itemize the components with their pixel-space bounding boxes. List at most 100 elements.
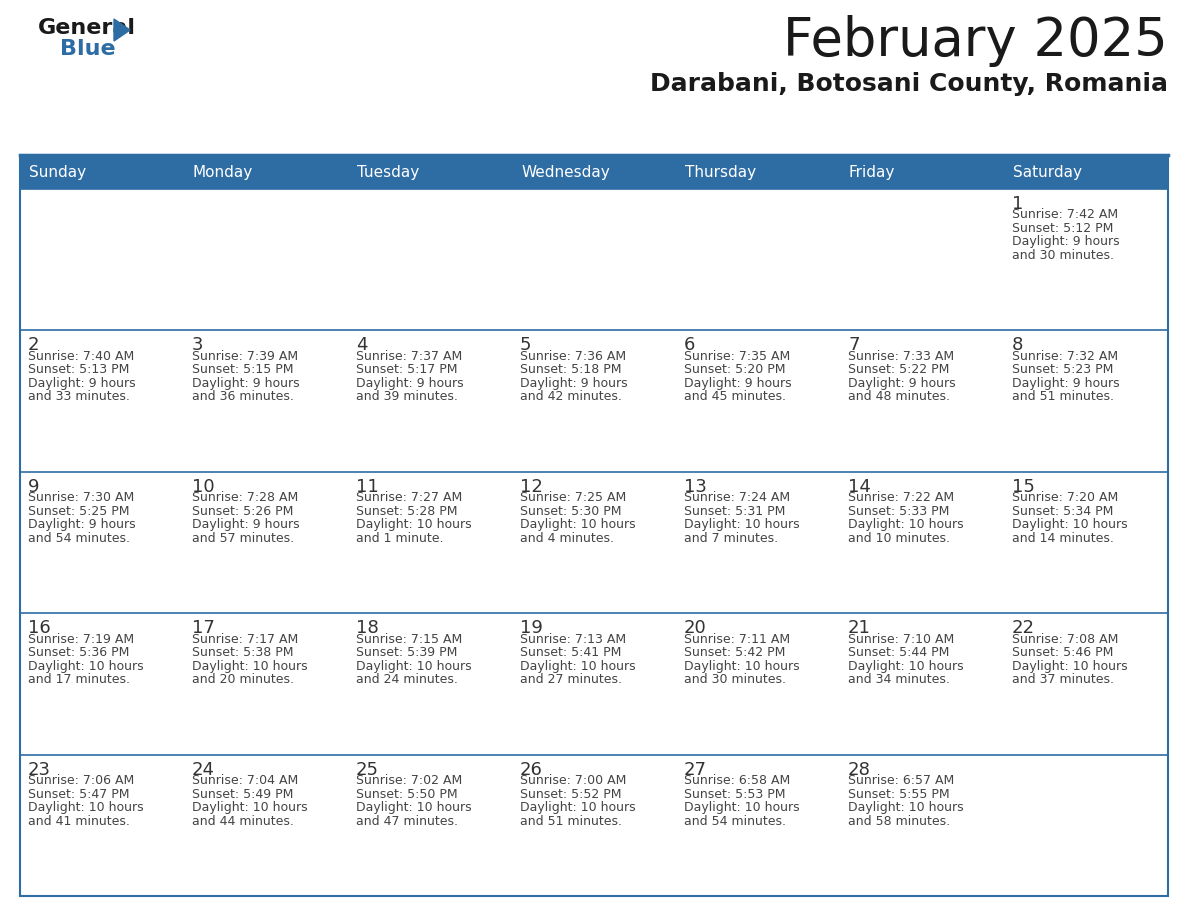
- Text: 19: 19: [520, 620, 543, 637]
- Text: Daylight: 9 hours: Daylight: 9 hours: [848, 377, 955, 390]
- Bar: [184, 472, 348, 613]
- Text: 11: 11: [356, 477, 379, 496]
- Text: Tuesday: Tuesday: [358, 164, 419, 180]
- Bar: [676, 472, 840, 613]
- Text: Sunrise: 7:10 AM: Sunrise: 7:10 AM: [848, 633, 954, 645]
- Text: Wednesday: Wednesday: [522, 164, 609, 180]
- Text: and 24 minutes.: and 24 minutes.: [356, 673, 457, 686]
- Bar: [20, 472, 184, 613]
- Bar: [1004, 472, 1168, 613]
- Text: 23: 23: [29, 761, 51, 778]
- Text: Daylight: 9 hours: Daylight: 9 hours: [192, 377, 299, 390]
- Bar: [840, 330, 1004, 472]
- Text: 22: 22: [1012, 620, 1035, 637]
- Text: Daylight: 9 hours: Daylight: 9 hours: [29, 519, 135, 532]
- Text: Sunrise: 7:20 AM: Sunrise: 7:20 AM: [1012, 491, 1118, 504]
- Text: Daylight: 10 hours: Daylight: 10 hours: [684, 660, 800, 673]
- Text: Sunset: 5:52 PM: Sunset: 5:52 PM: [520, 788, 621, 800]
- Text: and 30 minutes.: and 30 minutes.: [684, 673, 786, 686]
- Bar: [348, 472, 512, 613]
- Text: Sunset: 5:41 PM: Sunset: 5:41 PM: [520, 646, 621, 659]
- Bar: [348, 189, 512, 330]
- Text: Saturday: Saturday: [1013, 164, 1082, 180]
- Text: Sunset: 5:53 PM: Sunset: 5:53 PM: [684, 788, 785, 800]
- Text: General: General: [38, 18, 135, 38]
- Text: and 42 minutes.: and 42 minutes.: [520, 390, 621, 403]
- Text: 8: 8: [1012, 336, 1023, 354]
- Text: Sunrise: 7:13 AM: Sunrise: 7:13 AM: [520, 633, 626, 645]
- Text: Sunset: 5:26 PM: Sunset: 5:26 PM: [192, 505, 293, 518]
- Text: Sunset: 5:13 PM: Sunset: 5:13 PM: [29, 364, 129, 376]
- Text: and 1 minute.: and 1 minute.: [356, 532, 443, 544]
- Text: Sunset: 5:15 PM: Sunset: 5:15 PM: [192, 364, 293, 376]
- Text: 28: 28: [848, 761, 871, 778]
- Text: Daylight: 10 hours: Daylight: 10 hours: [848, 519, 963, 532]
- Text: Sunset: 5:25 PM: Sunset: 5:25 PM: [29, 505, 129, 518]
- Text: Daylight: 10 hours: Daylight: 10 hours: [356, 519, 472, 532]
- Bar: [348, 755, 512, 896]
- Text: and 54 minutes.: and 54 minutes.: [684, 814, 786, 828]
- Text: 10: 10: [192, 477, 215, 496]
- Bar: [512, 330, 676, 472]
- Text: Blue: Blue: [61, 39, 115, 59]
- Text: Daylight: 9 hours: Daylight: 9 hours: [1012, 236, 1119, 249]
- Text: 2: 2: [29, 336, 39, 354]
- Bar: [840, 755, 1004, 896]
- Text: 13: 13: [684, 477, 707, 496]
- Text: Sunrise: 7:28 AM: Sunrise: 7:28 AM: [192, 491, 298, 504]
- Text: and 39 minutes.: and 39 minutes.: [356, 390, 457, 403]
- Text: Sunset: 5:18 PM: Sunset: 5:18 PM: [520, 364, 621, 376]
- Text: Sunrise: 7:00 AM: Sunrise: 7:00 AM: [520, 774, 626, 787]
- Text: and 30 minutes.: and 30 minutes.: [1012, 249, 1114, 262]
- Text: Friday: Friday: [849, 164, 896, 180]
- Text: Sunrise: 7:24 AM: Sunrise: 7:24 AM: [684, 491, 790, 504]
- Bar: [1004, 330, 1168, 472]
- Text: Sunrise: 6:57 AM: Sunrise: 6:57 AM: [848, 774, 954, 787]
- Text: Daylight: 10 hours: Daylight: 10 hours: [520, 660, 636, 673]
- Text: Daylight: 9 hours: Daylight: 9 hours: [520, 377, 627, 390]
- Text: Sunset: 5:42 PM: Sunset: 5:42 PM: [684, 646, 785, 659]
- Text: and 33 minutes.: and 33 minutes.: [29, 390, 129, 403]
- Bar: [20, 613, 184, 755]
- Text: Sunset: 5:34 PM: Sunset: 5:34 PM: [1012, 505, 1113, 518]
- Bar: [1004, 189, 1168, 330]
- Text: and 58 minutes.: and 58 minutes.: [848, 814, 950, 828]
- Bar: [20, 330, 184, 472]
- Text: 14: 14: [848, 477, 871, 496]
- Text: Daylight: 9 hours: Daylight: 9 hours: [684, 377, 791, 390]
- Text: and 27 minutes.: and 27 minutes.: [520, 673, 623, 686]
- Text: Sunrise: 7:04 AM: Sunrise: 7:04 AM: [192, 774, 298, 787]
- Text: Sunrise: 7:15 AM: Sunrise: 7:15 AM: [356, 633, 462, 645]
- Text: Daylight: 10 hours: Daylight: 10 hours: [520, 519, 636, 532]
- Text: 20: 20: [684, 620, 707, 637]
- Text: and 14 minutes.: and 14 minutes.: [1012, 532, 1114, 544]
- Text: Sunrise: 7:19 AM: Sunrise: 7:19 AM: [29, 633, 134, 645]
- Bar: [676, 613, 840, 755]
- Text: Sunset: 5:23 PM: Sunset: 5:23 PM: [1012, 364, 1113, 376]
- Text: Sunrise: 7:37 AM: Sunrise: 7:37 AM: [356, 350, 462, 363]
- Text: Sunday: Sunday: [29, 164, 86, 180]
- Text: 16: 16: [29, 620, 51, 637]
- Text: 1: 1: [1012, 195, 1023, 213]
- Text: Monday: Monday: [192, 164, 253, 180]
- Text: and 17 minutes.: and 17 minutes.: [29, 673, 129, 686]
- Text: Sunset: 5:17 PM: Sunset: 5:17 PM: [356, 364, 457, 376]
- Bar: [840, 472, 1004, 613]
- Text: Sunrise: 7:17 AM: Sunrise: 7:17 AM: [192, 633, 298, 645]
- Text: Sunset: 5:31 PM: Sunset: 5:31 PM: [684, 505, 785, 518]
- Text: Sunset: 5:36 PM: Sunset: 5:36 PM: [29, 646, 129, 659]
- Bar: [512, 472, 676, 613]
- Bar: [184, 189, 348, 330]
- Text: Sunset: 5:33 PM: Sunset: 5:33 PM: [848, 505, 949, 518]
- Bar: [840, 613, 1004, 755]
- Text: Sunrise: 7:11 AM: Sunrise: 7:11 AM: [684, 633, 790, 645]
- Text: Daylight: 10 hours: Daylight: 10 hours: [684, 801, 800, 814]
- Text: Thursday: Thursday: [685, 164, 756, 180]
- Text: Sunrise: 7:22 AM: Sunrise: 7:22 AM: [848, 491, 954, 504]
- Text: Daylight: 10 hours: Daylight: 10 hours: [520, 801, 636, 814]
- Bar: [512, 755, 676, 896]
- Text: Daylight: 9 hours: Daylight: 9 hours: [192, 519, 299, 532]
- Text: Daylight: 10 hours: Daylight: 10 hours: [192, 801, 308, 814]
- Text: Sunset: 5:12 PM: Sunset: 5:12 PM: [1012, 222, 1113, 235]
- Bar: [1004, 755, 1168, 896]
